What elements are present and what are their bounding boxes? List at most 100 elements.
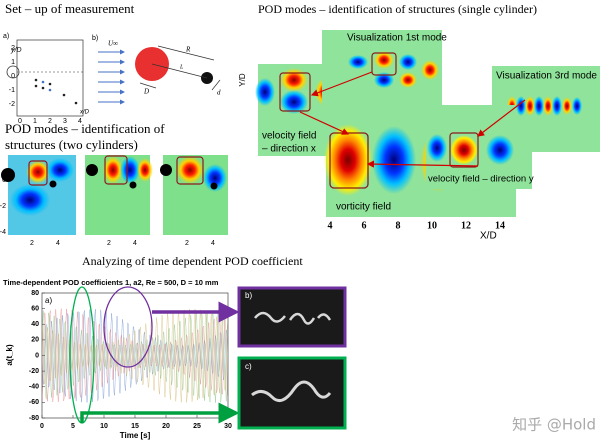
x-tick-label: 10 [100,423,108,430]
x-tick-label: 10 [427,220,437,231]
x-tick-label: 4 [133,240,137,247]
sketch-axes [16,39,84,117]
blob [348,55,368,69]
field-panel [1,155,76,235]
blob [103,156,123,184]
blob [562,97,572,115]
blob [26,160,50,184]
field-panel: Visualization 1st mode [322,30,447,105]
y-tick-label: -80 [29,415,39,422]
panel-label: c) [245,362,252,371]
signal-trace [42,308,228,403]
x-tick-label: 2 [30,240,34,247]
blob [46,158,74,182]
x-tick-label: 4 [211,240,215,247]
blob [324,124,372,196]
blob [421,60,439,80]
highlight [449,132,479,168]
x-tick-label: 0 [18,118,22,125]
blob [450,135,478,165]
y-tick-label: -4 [0,229,6,236]
signal-trace [42,309,228,403]
y-axis-label: a(t_k) [5,344,14,366]
panel-label: a) [3,33,9,40]
highlight [28,160,48,186]
point [74,101,78,105]
flow-label: U∞ [108,40,118,48]
blob [572,97,582,115]
arrow [299,111,350,135]
cylinder [6,65,20,79]
signal-trace [42,309,228,403]
panel-caption: velocity field [262,131,316,142]
x-tick-label: 2 [185,240,189,247]
smoke [251,380,332,403]
blob [137,158,153,182]
field-panel [85,155,153,235]
cylinder [135,47,169,81]
section-title: POD modes – identification of [5,121,165,136]
axis-label: X/D [480,231,497,242]
point [34,84,38,88]
x-tick-label: 6 [362,220,367,231]
arrow [477,99,526,137]
point [48,88,52,92]
blob [374,72,394,88]
blob [399,72,417,88]
x-tick-label: 14 [495,220,505,231]
x-tick-label: 3 [63,118,67,125]
dim-label: D [143,88,149,96]
blob [280,68,308,92]
point [34,78,38,82]
highlight-ellipse [103,286,153,368]
inset-photo: c) [237,356,347,430]
blob [399,54,417,70]
y-tick-label: -1 [9,87,15,94]
section-title: structures (two cylinders) [5,137,138,152]
x-axis-label: Time [s] [120,431,151,440]
blob [203,164,227,192]
x-tick-label: 4 [56,240,60,247]
y-tick-label: -20 [29,368,39,375]
y-tick-label: 1 [11,59,15,66]
y-tick-label: -2 [9,101,15,108]
blob [255,78,275,106]
y-tick-label: 40 [31,321,39,328]
y-tick-label: 2 [11,45,15,52]
panel-caption: vorticity field [336,202,391,213]
flow-arrows [98,49,125,105]
blob [176,156,204,184]
x-tick-label: 15 [131,423,139,430]
blob [525,96,535,116]
highlight [371,52,397,76]
y-tick-label: 60 [31,305,39,312]
dimension-line [157,45,215,61]
arrow [310,71,373,97]
panel-label: b) [92,35,98,42]
section-title: POD modes – identification of structures… [258,2,537,16]
panel-caption: – direction x [262,144,316,155]
blob [374,51,394,69]
x-tick-label: 12 [461,220,471,231]
caption-band [322,30,442,44]
caption-band [426,172,532,186]
x-tick-label: 30 [224,423,232,430]
x-tick-label: 0 [40,423,44,430]
cylinder [1,168,15,182]
y-tick-label: -40 [29,384,39,391]
blob [10,184,50,216]
x-tick-label: 8 [396,220,401,231]
y-tick-label: 20 [31,337,39,344]
blob [427,134,447,162]
sensor-points [34,78,78,105]
x-tick-label: 4 [78,118,82,125]
dimension-line [211,79,221,91]
inset-photo: b) [237,286,347,348]
point [62,93,66,97]
watermark: 知乎 @Hold [512,416,596,434]
x-tick-label: 5 [71,423,75,430]
field-panel [160,155,228,235]
distance-line [151,63,208,79]
x-tick-label: 1 [33,118,37,125]
field-panel: velocity field – direction y [426,119,534,189]
